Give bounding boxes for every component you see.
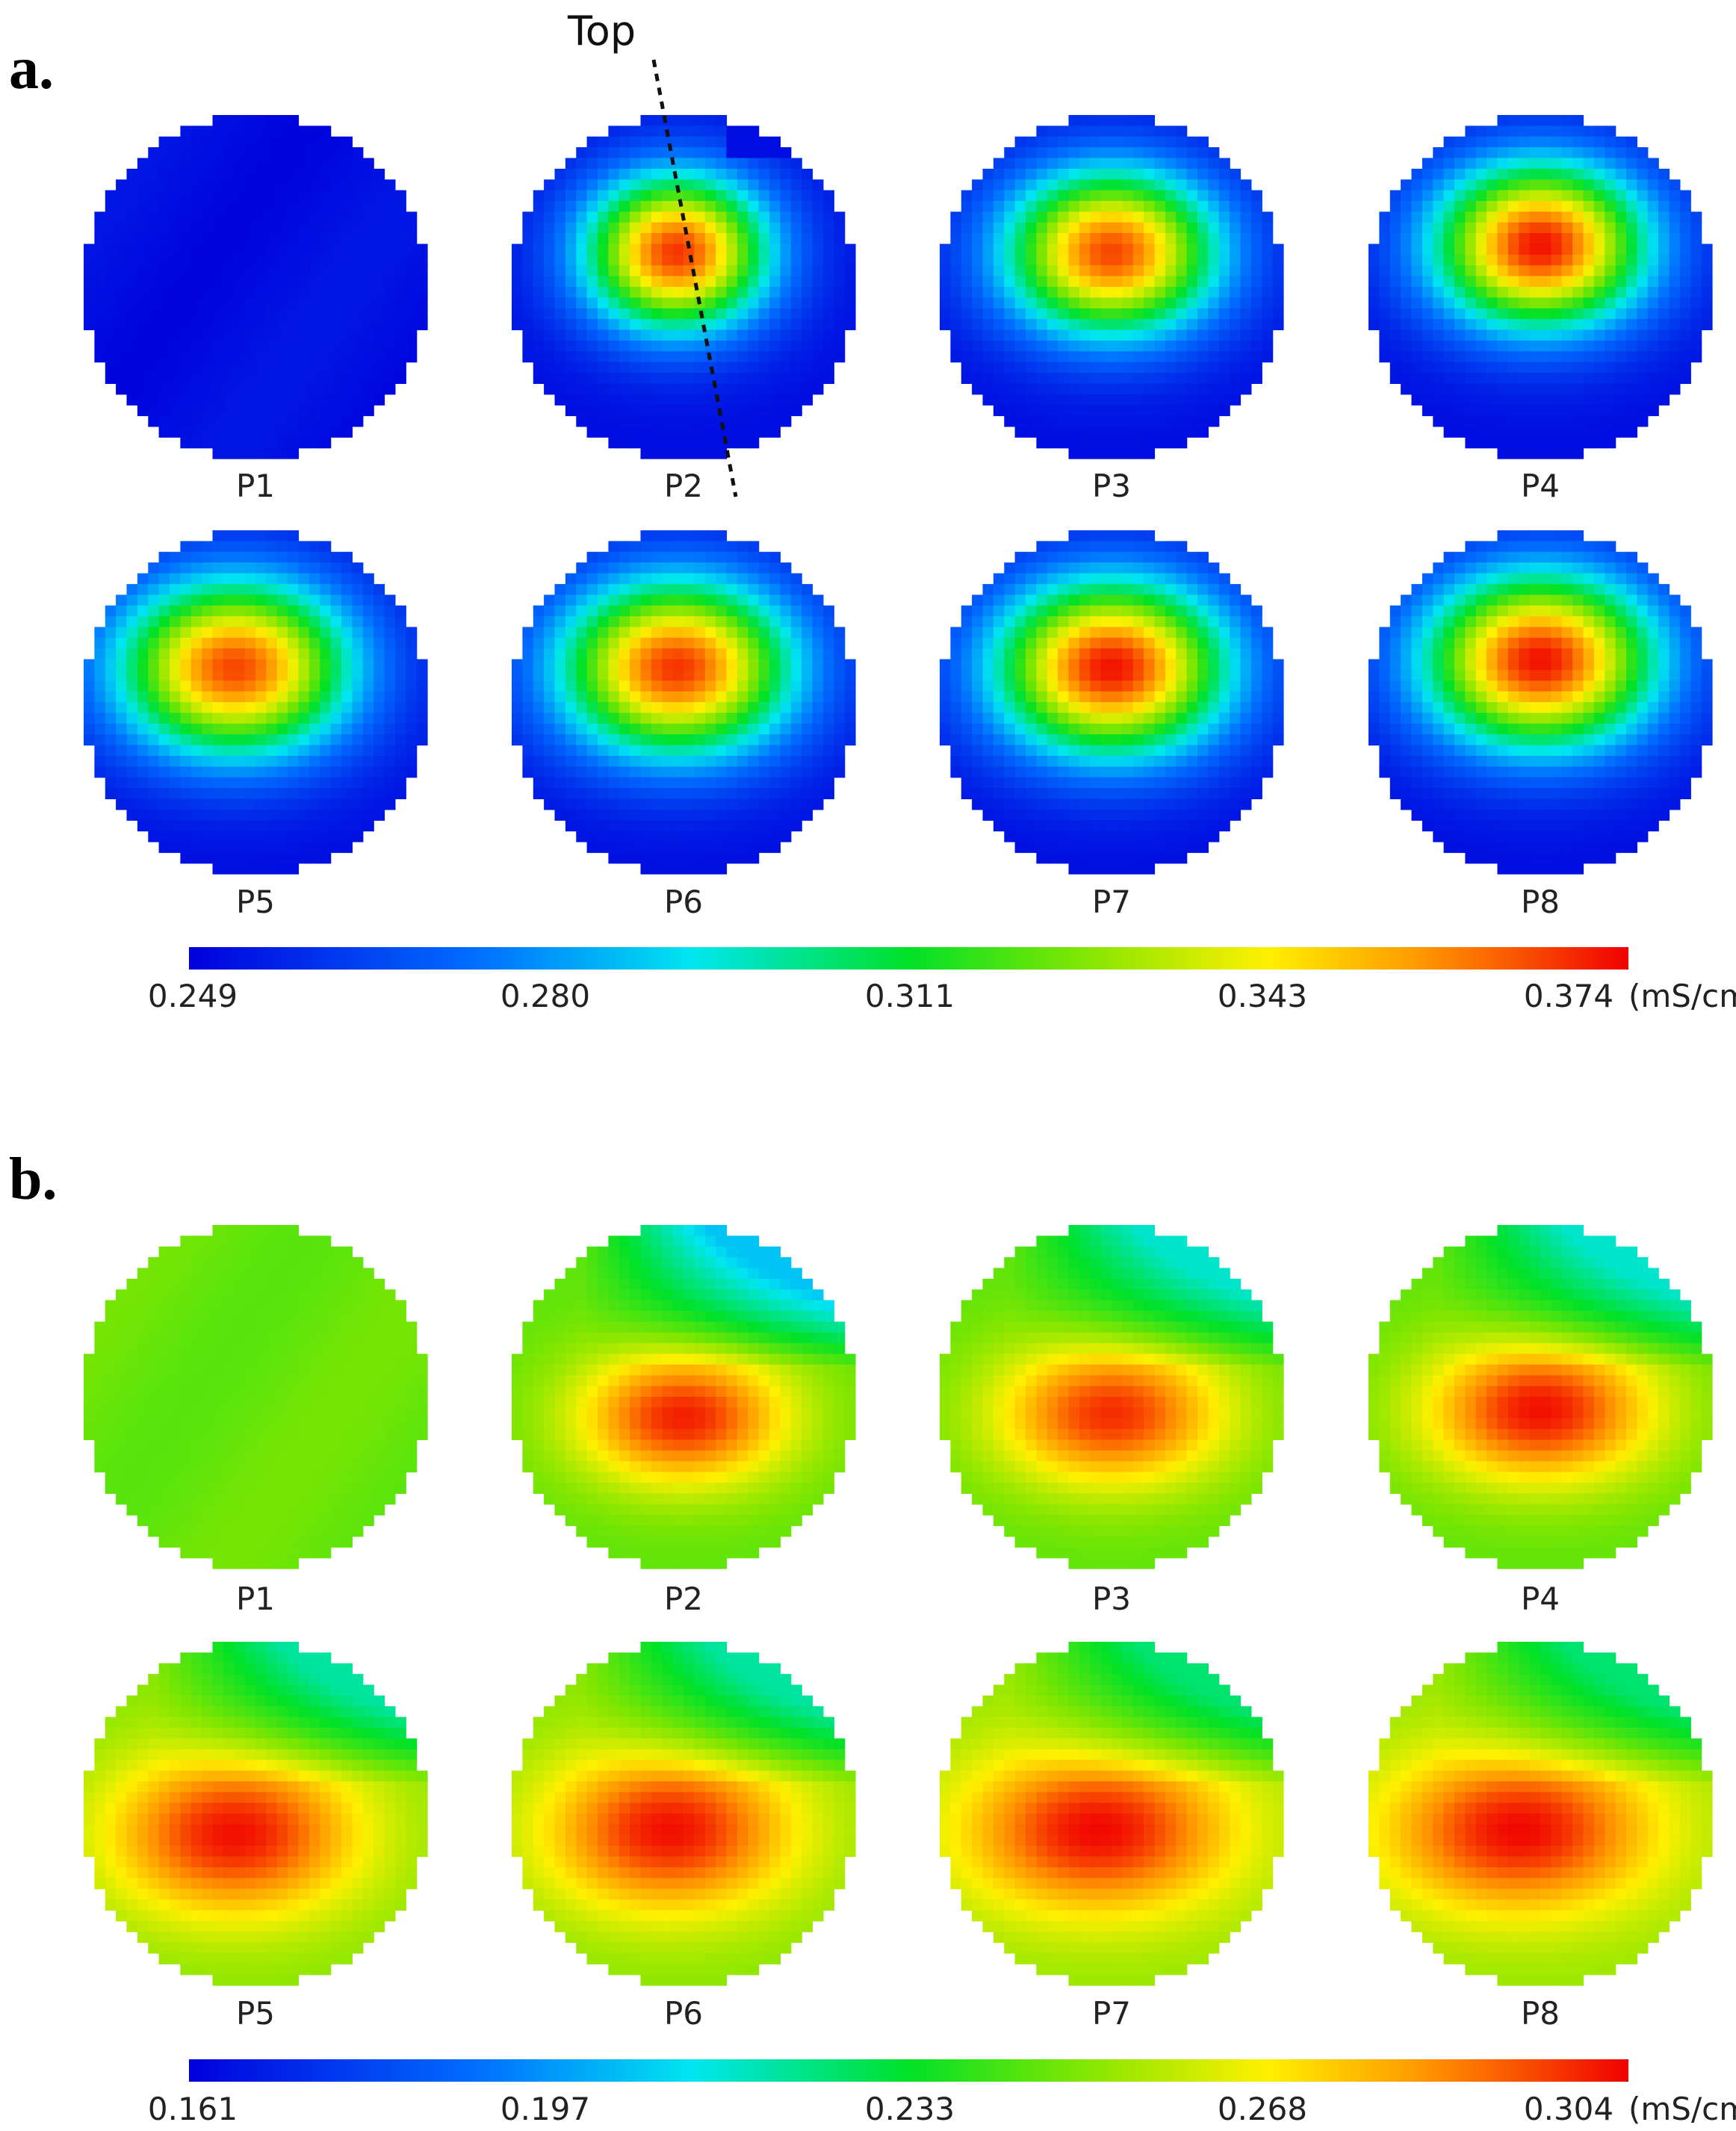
map-label-p1: P1	[236, 1581, 275, 1617]
map-label-p5: P5	[236, 884, 275, 920]
colorbar-tick: 0.343	[1218, 978, 1307, 1014]
conductivity-map-p8	[1368, 1642, 1713, 1986]
colorbar-tick: 0.249	[148, 978, 238, 1014]
map-label-p6: P6	[664, 884, 703, 920]
conductivity-map-p3	[940, 1225, 1284, 1569]
conductivity-map-p5	[84, 1642, 428, 1986]
map-label-p6: P6	[664, 1995, 703, 2032]
colorbar-a: 0.249 0.280 0.311 0.343 0.374	[148, 947, 1628, 1014]
map-label-p3: P3	[1092, 468, 1131, 504]
map-label-p4: P4	[1521, 468, 1560, 504]
colorbar-a-unit: (mS/cm)	[1628, 978, 1736, 1014]
map-label-p3: P3	[1092, 1581, 1131, 1617]
maps-a: P1 P2 P3 P4 P5 P6 P7 P8	[84, 115, 1713, 920]
map-label-p2: P2	[664, 1581, 703, 1617]
conductivity-map-p4	[1368, 115, 1713, 459]
conductivity-map-p1	[84, 115, 428, 459]
top-annotation: Top	[567, 7, 636, 55]
panel-b-label: b.	[9, 1147, 58, 1212]
conductivity-map-p5	[84, 530, 428, 875]
colorbar-gradient	[189, 2059, 1628, 2082]
map-label-p8: P8	[1521, 1995, 1560, 2032]
conductivity-map-p6	[512, 1642, 856, 1986]
maps-b: P1 P2 P3 P4 P5 P6 P7 P8	[84, 1225, 1713, 2032]
map-label-p4: P4	[1521, 1581, 1560, 1617]
conductivity-map-p2	[512, 1225, 856, 1569]
conductivity-map-p6	[512, 530, 856, 875]
colorbar-b: 0.161 0.197 0.233 0.268 0.304	[148, 2059, 1628, 2127]
colorbar-tick: 0.304	[1524, 2091, 1613, 2127]
conductivity-map-p8	[1368, 530, 1713, 875]
conductivity-map-p2	[512, 115, 856, 459]
colorbar-tick: 0.268	[1218, 2091, 1307, 2127]
colorbar-tick: 0.233	[865, 2091, 955, 2127]
conductivity-map-p7	[940, 530, 1284, 875]
map-label-p2: P2	[664, 468, 703, 504]
map-label-p8: P8	[1521, 884, 1560, 920]
colorbar-gradient	[189, 947, 1628, 970]
conductivity-map-p7	[940, 1642, 1284, 1986]
conductivity-map-p1	[84, 1225, 428, 1569]
panel-a-label: a.	[9, 36, 54, 102]
map-label-p7: P7	[1092, 884, 1131, 920]
map-label-p1: P1	[236, 468, 275, 504]
map-label-p5: P5	[236, 1995, 275, 2032]
top-direction-line	[651, 59, 738, 497]
colorbar-tick: 0.280	[500, 978, 590, 1014]
conductivity-map-p3	[940, 115, 1284, 459]
conductivity-map-p4	[1368, 1225, 1713, 1569]
map-label-p7: P7	[1092, 1995, 1131, 2032]
colorbar-b-unit: (mS/cm)	[1628, 2091, 1736, 2127]
panel-b: b. P1 P2 P3 P4 P5 P6 P7 P8 0.161 0.197 0.233 0.268…	[9, 1147, 1736, 2127]
colorbar-tick: 0.311	[865, 978, 955, 1014]
colorbar-tick: 0.161	[148, 2091, 238, 2127]
colorbar-tick: 0.374	[1524, 978, 1613, 1014]
colorbar-tick: 0.197	[500, 2091, 590, 2127]
